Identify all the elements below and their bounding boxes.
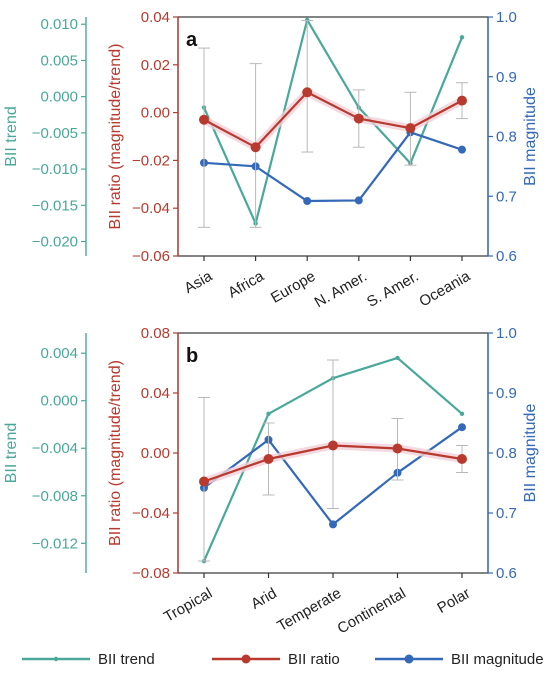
bii-ratio-point [199, 476, 209, 487]
bii-magnitude-point [354, 196, 363, 205]
trend-tick-label: −0.010 [32, 161, 78, 178]
bii-ratio-point [405, 123, 416, 134]
panel-label: a [186, 29, 198, 51]
ratio-tick-label: −0.02 [132, 152, 170, 169]
legend-ratio-marker [241, 654, 251, 664]
bii-ratio-point [199, 114, 209, 125]
ratio-tick-label: 0.00 [141, 105, 170, 122]
ratio-axis-label: BII ratio (magnitude/trend) [107, 44, 124, 230]
bii-magnitude-point [303, 197, 312, 206]
magnitude-tick-label: 0.7 [496, 505, 517, 522]
ratio-tick-label: −0.08 [132, 565, 170, 582]
ratio-tick-label: −0.06 [132, 248, 170, 265]
magnitude-tick-label: 0.9 [496, 69, 517, 86]
trend-tick-label: −0.004 [32, 440, 78, 457]
magnitude-tick-label: 0.6 [496, 565, 517, 582]
bii-ratio-point [392, 443, 403, 454]
x-category-label: Asia [181, 267, 215, 297]
bii-trend-point [459, 411, 465, 416]
trend-tick-label: 0.000 [40, 393, 78, 410]
legend-magnitude-label: BII magnitude [451, 651, 544, 668]
x-category-label: Oceania [416, 267, 473, 310]
legend-ratio-label: BII ratio [288, 651, 340, 668]
magnitude-axis-label: BII magnitude [522, 87, 539, 186]
bii-magnitude-point [458, 423, 466, 432]
trend-tick-label: −0.015 [32, 197, 78, 214]
bii-trend-line [202, 18, 464, 225]
ratio-axis-label: BII ratio (magnitude/trend) [107, 360, 124, 546]
ratio-tick-label: 0.08 [141, 325, 170, 342]
magnitude-tick-label: 1.0 [496, 325, 517, 342]
bii-ratio-point [328, 440, 338, 451]
trend-axis-label: BII trend [3, 423, 20, 483]
ratio-tick-label: 0.02 [141, 57, 170, 74]
bii-ratio-line [203, 91, 463, 149]
trend-axis-label: BII trend [3, 106, 20, 166]
trend-tick-label: 0.010 [40, 16, 78, 33]
x-category-label: Polar [434, 585, 473, 617]
trend-tick-label: 0.005 [40, 52, 78, 69]
x-category-label: Europe [268, 268, 318, 307]
trend-tick-label: −0.005 [32, 125, 78, 142]
magnitude-tick-label: 0.6 [496, 248, 517, 265]
bii-trend-point [395, 355, 400, 361]
trend-tick-label: −0.008 [32, 488, 78, 505]
bii-ratio-point [302, 87, 313, 98]
magnitude-axis-label: BII magnitude [522, 404, 539, 503]
bii-ratio-point [263, 454, 274, 464]
x-category-label: Continental [334, 585, 408, 638]
trend-tick-label: 0.004 [40, 345, 78, 362]
magnitude-tick-label: 0.9 [496, 385, 517, 402]
x-category-label: S. Amer. [364, 268, 422, 311]
trend-tick-label: 0.000 [40, 89, 78, 106]
panel-b: 0.08 0.04 0.00 −0.04 −0.08 BII ratio (magnitu… [3, 325, 539, 637]
panel-label: b [186, 345, 198, 367]
legend: BII trend BII ratio BII magnitude [22, 651, 544, 668]
magnitude-tick-label: 0.7 [496, 188, 517, 205]
panel-a: 0.04 0.02 0.00 −0.02 −0.04 −0.06 BII ratio (ma… [3, 9, 539, 311]
legend-trend-marker [53, 656, 59, 662]
magnitude-tick-label: 0.8 [496, 129, 517, 146]
bii-magnitude-point [458, 145, 466, 154]
x-category-label: N. Amer. [312, 268, 370, 311]
bii-ratio-point [457, 95, 467, 106]
x-category-label: Africa [225, 267, 267, 301]
bii-magnitude-point [329, 520, 337, 529]
ratio-tick-label: 0.04 [141, 385, 170, 402]
bii-ratio-point [353, 113, 364, 124]
bii-trend-point [459, 35, 465, 40]
legend-trend-label: BII trend [98, 651, 155, 668]
ratio-tick-label: 0.00 [141, 445, 170, 462]
trend-tick-label: −0.020 [32, 234, 78, 251]
x-category-label: Temperate [274, 585, 344, 635]
magnitude-tick-label: 0.8 [496, 445, 517, 462]
ratio-line-halo [200, 88, 466, 152]
bii-ratio-point [457, 454, 467, 464]
trend-tick-label: −0.012 [32, 535, 78, 552]
bii-ratio-point [250, 142, 261, 153]
bii-magnitude-line [203, 131, 463, 203]
plot-frame [177, 16, 489, 257]
magnitude-tick-label: 1.0 [496, 9, 517, 26]
x-category-label: Arid [248, 585, 280, 613]
x-category-label: Tropical [161, 585, 215, 626]
legend-magnitude-marker [404, 654, 414, 664]
ratio-tick-label: 0.04 [141, 9, 170, 26]
bii-trend-point [266, 411, 271, 416]
ratio-tick-label: −0.04 [132, 200, 170, 217]
ratio-tick-label: −0.04 [132, 505, 170, 522]
